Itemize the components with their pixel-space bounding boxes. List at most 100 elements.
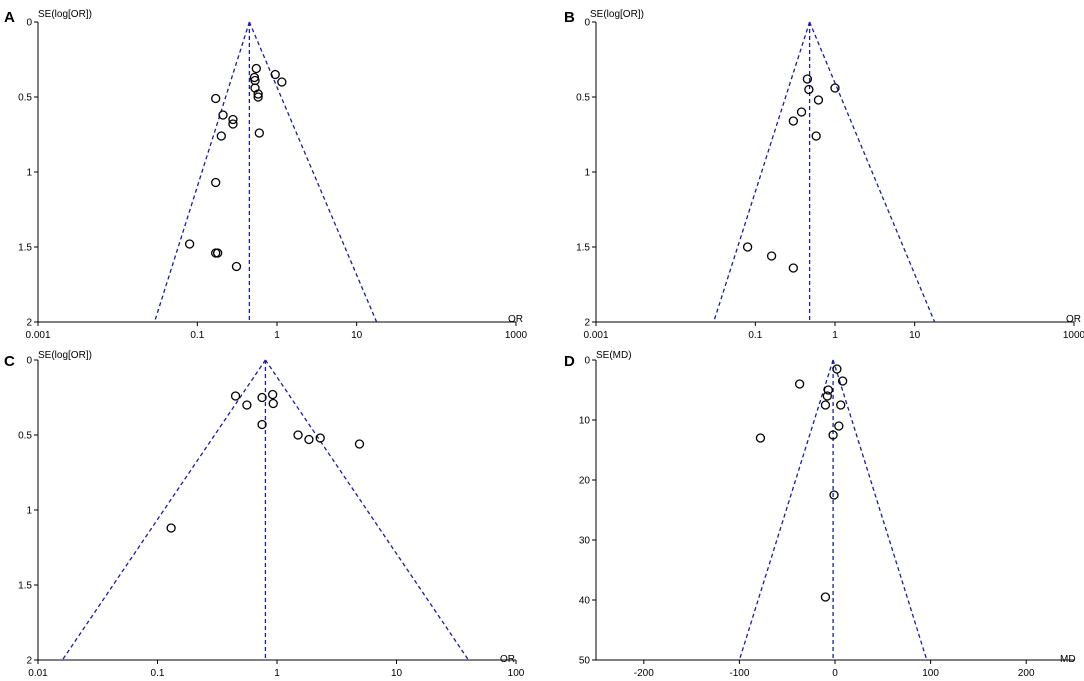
study-point	[788, 116, 798, 126]
y-tick-label: 0	[26, 18, 32, 29]
y-tick-label: 1.5	[576, 243, 590, 254]
study-point	[253, 92, 263, 102]
study-point	[268, 398, 278, 409]
x-tick-label: 1000	[505, 330, 528, 341]
y-tick-label: 2	[584, 318, 590, 329]
y-tick-label: 2	[26, 318, 32, 329]
x-tick-label: 100	[922, 668, 939, 679]
study-point	[823, 385, 833, 395]
study-point	[231, 261, 242, 272]
y-axis-label: SE(log[OR])	[38, 350, 92, 361]
study-point	[251, 63, 261, 74]
x-tick-label: 1	[274, 668, 280, 679]
study-point	[230, 391, 241, 401]
y-tick-label: 50	[579, 656, 591, 667]
x-tick-label: 10	[391, 668, 403, 679]
study-point	[755, 433, 766, 443]
study-point	[211, 177, 221, 188]
study-point	[166, 523, 176, 533]
study-point	[218, 110, 228, 120]
study-point	[820, 400, 831, 410]
x-tick-label: 0.1	[190, 330, 204, 341]
study-point	[277, 77, 287, 87]
funnel-left-line	[738, 359, 834, 661]
study-point	[268, 389, 278, 400]
study-point	[228, 114, 238, 125]
funnel-right-line	[809, 21, 936, 323]
study-point	[315, 433, 325, 443]
study-point	[788, 263, 798, 273]
funnel-left-line	[153, 21, 250, 323]
y-tick-label: 0.5	[18, 93, 32, 104]
x-tick-label: 0.001	[25, 330, 50, 341]
study-point	[293, 430, 303, 440]
y-axis-label: SE(log[OR])	[590, 9, 644, 20]
x-tick-label: 1	[274, 330, 280, 341]
y-tick-label: 0.5	[18, 431, 32, 442]
y-tick-label: 0.5	[576, 93, 590, 104]
study-point	[216, 131, 226, 141]
study-point	[830, 83, 840, 93]
y-tick-label: 2	[26, 656, 32, 667]
study-point	[813, 95, 824, 105]
study-point	[184, 239, 195, 249]
study-point	[796, 107, 807, 117]
study-point	[794, 379, 805, 389]
study-point	[354, 439, 365, 449]
panel-b: B SE(log[OR]) OR 0 0.5 1 1.5 20.001 0.1 1 10 100…	[564, 9, 1084, 341]
y-tick-label: 30	[579, 536, 591, 547]
y-tick-label: 0	[584, 18, 590, 29]
study-point	[811, 131, 821, 141]
x-tick-label: 0	[832, 668, 838, 679]
x-tick-label: -100	[729, 668, 749, 679]
x-axis-label: OR	[1066, 314, 1081, 325]
x-tick-label: 1000	[1063, 330, 1084, 341]
y-tick-label: 0	[584, 356, 590, 367]
study-point	[254, 128, 264, 138]
y-tick-label: 1.5	[18, 581, 32, 592]
y-axis-label: SE(log[OR])	[38, 9, 92, 20]
panel-letter-d: D	[564, 353, 575, 370]
x-tick-label: 10	[909, 330, 921, 341]
x-tick-label: 0.01	[28, 668, 48, 679]
study-point	[257, 392, 267, 403]
study-point	[253, 89, 263, 99]
panel-letter-a: A	[4, 9, 15, 26]
panel-letter-b: B	[564, 9, 575, 26]
y-tick-label: 1	[584, 168, 590, 179]
study-point	[820, 592, 831, 602]
study-point	[836, 400, 846, 410]
x-tick-label: 1	[832, 330, 838, 341]
y-tick-label: 40	[579, 596, 591, 607]
study-point	[834, 421, 844, 431]
study-point	[802, 74, 813, 84]
study-point	[828, 430, 838, 440]
study-point	[742, 242, 753, 252]
study-point	[228, 119, 238, 129]
y-tick-label: 10	[579, 416, 591, 427]
study-point	[270, 69, 280, 80]
x-tick-label: 0.1	[151, 668, 165, 679]
funnel-right-line	[248, 21, 378, 323]
study-point	[211, 93, 221, 104]
x-tick-label: 200	[1018, 668, 1035, 679]
x-tick-label: 100	[508, 668, 525, 679]
funnel-left-line	[61, 359, 266, 661]
study-point	[213, 248, 223, 258]
study-point	[832, 364, 842, 374]
y-tick-label: 1	[26, 168, 32, 179]
study-point	[804, 84, 814, 95]
x-tick-label: 0.1	[748, 330, 762, 341]
y-tick-label: 0	[26, 356, 32, 367]
study-point	[242, 400, 252, 410]
funnel-right-line	[832, 359, 928, 661]
panel-letter-c: C	[4, 353, 15, 370]
funnel-right-line	[264, 359, 469, 661]
study-point	[822, 391, 833, 401]
y-tick-label: 1	[26, 506, 32, 517]
x-tick-label: 0.001	[583, 330, 608, 341]
panel-c: C SE(log[OR]) OR 00.511.520.01 0.1 1 10 100	[4, 350, 525, 679]
y-axis-label: SE(MD)	[596, 350, 632, 361]
